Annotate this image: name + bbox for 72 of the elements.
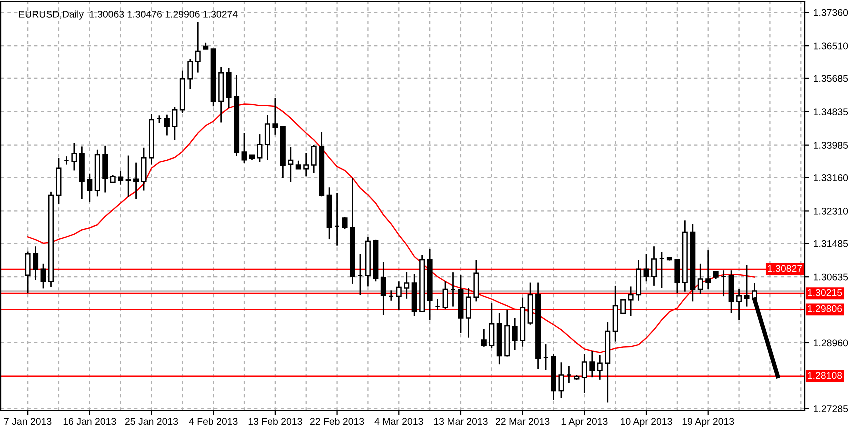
y-tick-label: 1.28960 (814, 340, 848, 347)
candlestick (33, 246, 39, 281)
candlestick (558, 362, 564, 400)
y-tick-label: 1.30635 (814, 274, 848, 281)
candlestick (442, 280, 448, 310)
candlestick (40, 263, 46, 290)
candlestick (126, 155, 132, 198)
candlestick (164, 114, 170, 136)
x-tick-label: 7 Jan 2013 (4, 418, 52, 426)
candlestick (466, 288, 472, 339)
candlestick (102, 145, 108, 194)
candlestick (597, 354, 603, 381)
candlestick (272, 98, 278, 136)
y-tick-label: 1.35685 (814, 75, 848, 82)
text: EURUSD,Daily 1.30063 1.30476 1.29906 1.30274 (19, 10, 238, 20)
candlestick (311, 144, 317, 174)
candlestick (141, 147, 147, 192)
candlestick (242, 132, 248, 164)
y-tick-label: 1.37360 (814, 9, 848, 16)
x-tick-label: 25 Jan 2013 (125, 418, 178, 426)
candlestick (652, 246, 657, 287)
candlestick (744, 264, 750, 308)
candlestick (25, 251, 31, 294)
candlestick (396, 280, 402, 311)
candlestick (620, 299, 626, 314)
candlestick (590, 350, 596, 378)
x-tick-label: 4 Mar 2013 (374, 418, 424, 426)
ref-line-label: 1.30827 (768, 265, 802, 272)
y-tick-label: 1.33160 (814, 174, 848, 182)
candlestick (72, 142, 78, 172)
x-tick-label: 10 Apr 2013 (621, 418, 672, 428)
x-tick-label: 13 Mar 2013 (434, 418, 488, 426)
y-tick-label: 1.31485 (814, 240, 848, 248)
x-tick-label: 13 Feb 2013 (248, 418, 302, 426)
y-tick-label: 1.32310 (814, 208, 848, 215)
candlestick (380, 262, 386, 316)
candlestick (288, 146, 294, 184)
candlestick (698, 263, 704, 295)
candlestick (172, 106, 178, 141)
candlestick (644, 253, 650, 282)
candlestick (706, 250, 712, 290)
candlestick (304, 152, 310, 178)
candlestick (188, 58, 194, 90)
y-tick-label: 1.36510 (814, 42, 848, 50)
y-tick-label: 1.33985 (814, 142, 848, 149)
candlestick (195, 22, 201, 74)
ref-line-label: 1.30215 (808, 289, 842, 296)
x-tick-label: 1 Apr 2013 (562, 418, 608, 428)
candlestick (489, 302, 495, 350)
candlestick (512, 317, 518, 351)
candlestick (264, 114, 270, 161)
candlestick (474, 259, 480, 302)
candlestick (481, 328, 487, 348)
candlestick (582, 354, 588, 394)
candlestick (134, 162, 140, 200)
x-tick-label: 4 Feb 2013 (189, 418, 238, 426)
candlestick (87, 173, 93, 203)
candlestick (404, 271, 410, 300)
x-tick-label: 16 Jan 2013 (64, 418, 116, 426)
candlestick (257, 134, 263, 164)
candlestick (674, 259, 680, 294)
ref-line-label: 1.29806 (808, 305, 842, 312)
x-tick-label: 22 Feb 2013 (310, 418, 364, 426)
candlestick (628, 286, 634, 317)
candlestick (118, 170, 124, 186)
x-tick-label: 19 Apr 2013 (682, 418, 734, 428)
y-tick-label: 1.34835 (814, 108, 848, 116)
candlestick (342, 216, 348, 230)
x-tick-label: 22 Mar 2013 (496, 418, 550, 426)
y-tick-label: 1.27285 (814, 406, 848, 412)
candlestick (736, 288, 742, 322)
ref-line-label: 1.28108 (808, 372, 842, 380)
